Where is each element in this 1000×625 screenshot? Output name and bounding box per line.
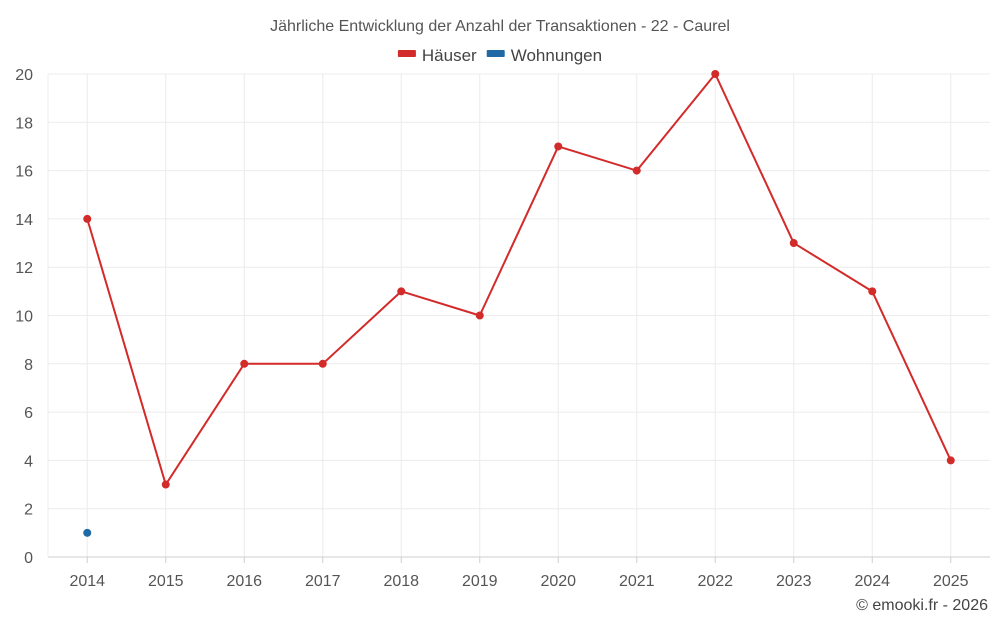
x-tick-label: 2018	[383, 573, 419, 590]
data-point[interactable]	[161, 480, 170, 489]
series-häuser	[83, 70, 955, 489]
data-point[interactable]	[83, 214, 92, 223]
y-tick-label: 20	[15, 67, 33, 84]
x-axis-tick-labels: 2014 2015 2016 2017 2018 2019 2020 2021 2022 2023…	[69, 573, 968, 590]
series-wohnungen	[83, 528, 92, 537]
x-tick-label: 2022	[697, 573, 733, 590]
x-tick-label: 2021	[619, 573, 655, 590]
legend-item-wohnungen[interactable]: Wohnungen	[486, 46, 602, 65]
y-tick-label: 18	[15, 115, 33, 132]
legend: Häuser Wohnungen	[397, 46, 602, 65]
y-axis-tick-labels: 0 2 4 6 8 10 12 14 16 18 20	[15, 67, 33, 567]
data-point[interactable]	[554, 142, 563, 151]
y-tick-label: 6	[24, 405, 33, 422]
series-line	[86, 73, 952, 486]
data-point[interactable]	[789, 239, 798, 248]
data-point[interactable]	[475, 311, 484, 320]
y-tick-label: 4	[24, 453, 33, 470]
legend-item-häuser[interactable]: Häuser	[397, 46, 477, 65]
x-tick-label: 2019	[462, 573, 498, 590]
data-point[interactable]	[632, 166, 641, 175]
data-point[interactable]	[868, 287, 877, 296]
x-tick-label: 2014	[69, 573, 105, 590]
y-tick-label: 0	[24, 550, 33, 567]
data-point[interactable]	[318, 359, 327, 368]
x-tick-label: 2025	[933, 573, 969, 590]
legend-label: Wohnungen	[511, 46, 602, 65]
x-tick-label: 2015	[148, 573, 184, 590]
x-tick-label: 2016	[226, 573, 262, 590]
data-point[interactable]	[711, 70, 720, 78]
y-tick-label: 16	[15, 164, 33, 181]
legend-label: Häuser	[422, 46, 477, 65]
y-tick-label: 2	[24, 502, 33, 519]
data-point[interactable]	[397, 287, 406, 296]
x-tick-label: 2023	[776, 573, 812, 590]
chart-title: Jährliche Entwicklung der Anzahl der Tra…	[270, 18, 730, 35]
data-point[interactable]	[946, 456, 955, 465]
legend-swatch	[397, 50, 416, 57]
x-tick-label: 2020	[540, 573, 576, 590]
legend-swatch	[486, 50, 505, 57]
x-tick-label: 2024	[854, 573, 890, 590]
grid	[48, 73, 990, 557]
axes	[47, 74, 990, 563]
x-tick-label: 2017	[305, 573, 341, 590]
y-tick-label: 12	[15, 260, 33, 277]
data-point[interactable]	[83, 528, 92, 537]
y-tick-label: 10	[15, 309, 33, 326]
y-tick-label: 8	[24, 357, 33, 374]
series-layer	[83, 70, 955, 537]
credit-text: © emooki.fr - 2026	[856, 597, 988, 614]
data-point[interactable]	[240, 359, 249, 368]
y-tick-label: 14	[15, 212, 33, 229]
